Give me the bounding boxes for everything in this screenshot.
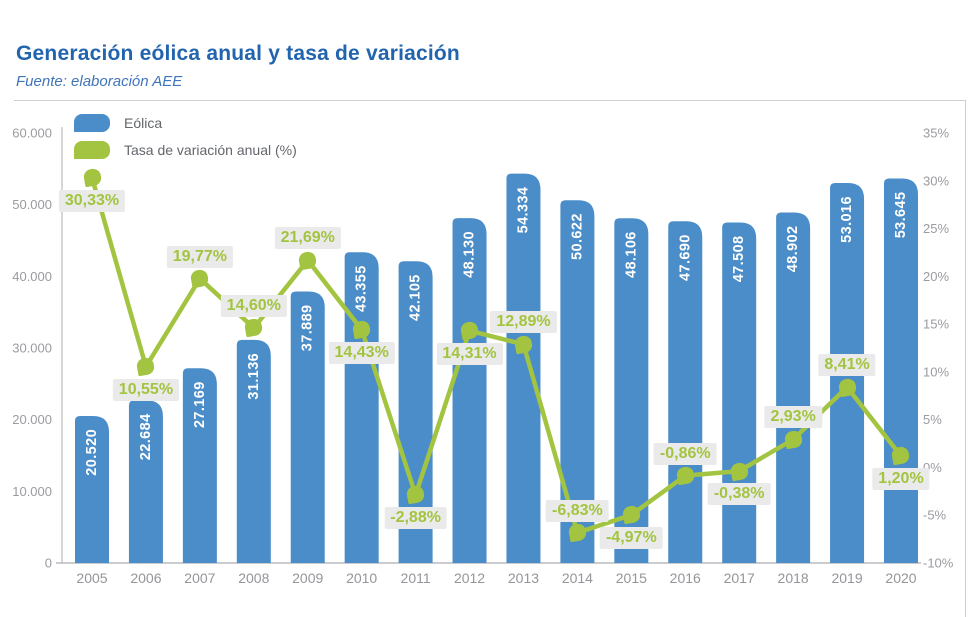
x-axis-label-2018: 2018 <box>778 570 809 586</box>
chart-frame <box>14 100 966 617</box>
chart-source: Fuente: elaboración AEE <box>16 73 183 90</box>
bar-value-label-2018: 48.902 <box>785 226 801 273</box>
x-axis-label-2016: 2016 <box>670 570 701 586</box>
legend-label-eolica: Eólica <box>124 115 163 131</box>
left-axis-tick: 40.000 <box>12 269 52 284</box>
bar-value-label-2012: 48.130 <box>462 231 478 278</box>
right-axis-tick: 20% <box>923 269 949 284</box>
left-axis-tick: 20.000 <box>12 412 52 427</box>
x-axis-label-2017: 2017 <box>724 570 755 586</box>
left-axis-tick: 60.000 <box>12 126 52 141</box>
x-axis-label-2005: 2005 <box>76 570 107 586</box>
bar-2012 <box>452 218 487 563</box>
bar-value-label-2010: 43.355 <box>354 265 370 312</box>
x-axis-label-2015: 2015 <box>616 570 647 586</box>
bar-value-label-2007: 27.169 <box>192 381 208 428</box>
bar-value-label-2019: 53.016 <box>839 196 855 243</box>
bar-2005 <box>75 415 109 563</box>
bar-2014 <box>560 200 595 564</box>
right-axis-tick: 15% <box>923 317 949 332</box>
x-axis-label-2010: 2010 <box>346 570 377 586</box>
x-axis-label-2007: 2007 <box>184 570 215 586</box>
x-axis-label-2020: 2020 <box>885 570 916 586</box>
right-axis-tick: -10% <box>923 556 954 571</box>
legend-label-tasa-variacion: Tasa de variación anual (%) <box>124 142 297 158</box>
bar-2009 <box>290 291 325 563</box>
bar-value-label-2020: 53.645 <box>893 192 909 239</box>
x-axis-label-2014: 2014 <box>562 570 593 586</box>
x-axis-label-2009: 2009 <box>292 570 323 586</box>
left-axis-tick: 30.000 <box>12 341 52 356</box>
bar-2020 <box>883 178 918 563</box>
bar-2018 <box>776 212 811 564</box>
bar-2006 <box>128 400 163 563</box>
right-axis-tick: 25% <box>923 221 949 236</box>
chart-title: Generación eólica anual y tasa de variac… <box>16 42 460 65</box>
left-axis-tick: 10.000 <box>12 484 52 499</box>
bar-value-label-2013: 54.334 <box>515 187 531 234</box>
chart-legend: Eólica Tasa de variación anual (%) <box>74 114 297 159</box>
x-axis-label-2006: 2006 <box>130 570 161 586</box>
bar-value-label-2008: 31.136 <box>246 353 262 400</box>
right-axis-tick: -5% <box>923 508 947 523</box>
left-axis-tick: 50.000 <box>12 197 52 212</box>
bar-value-label-2005: 20.520 <box>84 429 100 476</box>
bar-2013 <box>506 173 541 564</box>
legend-item-tasa-variacion: Tasa de variación anual (%) <box>74 141 297 159</box>
x-axis-label-2012: 2012 <box>454 570 485 586</box>
bar-2008 <box>236 339 271 563</box>
right-axis-tick: 35% <box>923 126 949 141</box>
bar-value-label-2011: 42.105 <box>408 274 424 321</box>
bar-2015 <box>614 218 649 563</box>
line-series-swatch-icon <box>74 141 110 159</box>
right-axis-tick: 30% <box>923 173 949 188</box>
legend-item-eolica: Eólica <box>74 114 297 132</box>
bar-value-label-2009: 37.889 <box>300 304 316 351</box>
right-axis-tick: 0% <box>923 460 942 475</box>
x-axis-label-2019: 2019 <box>831 570 862 586</box>
bar-value-label-2014: 50.622 <box>569 213 585 260</box>
x-axis-label-2011: 2011 <box>401 570 431 586</box>
bar-value-label-2015: 48.106 <box>623 231 639 278</box>
bar-series-swatch-icon <box>74 114 110 132</box>
x-axis-label-2013: 2013 <box>508 570 539 586</box>
right-axis-tick: 5% <box>923 412 942 427</box>
left-axis-tick: 0 <box>45 556 52 571</box>
bar-value-label-2016: 47.690 <box>677 234 693 281</box>
right-axis-tick: 10% <box>923 364 949 379</box>
x-axis-label-2008: 2008 <box>238 570 269 586</box>
bar-2007 <box>182 368 217 563</box>
bar-value-label-2017: 47.508 <box>731 236 747 283</box>
bar-value-label-2006: 22.684 <box>138 413 154 460</box>
